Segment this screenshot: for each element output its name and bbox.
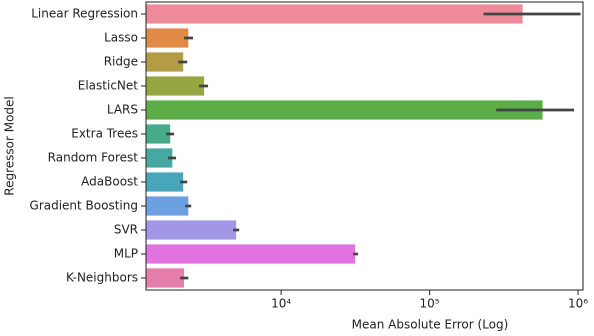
bar — [146, 52, 184, 72]
y-tick-label: SVR — [114, 223, 138, 237]
x-axis-label: Mean Absolute Error (Log) — [352, 318, 509, 332]
bar — [146, 244, 356, 264]
y-axis-label: Regressor Model — [3, 96, 17, 195]
bar — [146, 76, 205, 96]
y-tick-label: Ridge — [104, 55, 138, 69]
bar — [146, 4, 523, 24]
bar — [146, 172, 184, 192]
y-tick-label: Random Forest — [48, 151, 139, 165]
y-tick-label: AdaBoost — [81, 175, 138, 189]
y-tick-label: ElasticNet — [78, 79, 139, 93]
y-tick-label: LARS — [107, 103, 138, 117]
plot-frame — [145, 1, 584, 291]
y-tick-label: Gradient Boosting — [30, 199, 138, 213]
bar — [146, 220, 237, 240]
x-tick-label: 10⁴ — [271, 297, 291, 311]
x-tick-label: 10⁶ — [568, 297, 588, 311]
y-tick-label: Linear Regression — [31, 7, 138, 21]
bar — [146, 28, 189, 48]
y-tick-label: K-Neighbors — [66, 271, 138, 285]
bar — [146, 100, 543, 120]
bar — [146, 268, 185, 288]
y-tick-label: MLP — [114, 247, 138, 261]
bar — [146, 148, 173, 168]
y-tick-label: Lasso — [104, 31, 138, 45]
bar — [146, 196, 189, 216]
x-tick-label: 10⁵ — [420, 297, 440, 311]
y-tick-label: Extra Trees — [71, 127, 138, 141]
bar — [146, 124, 171, 144]
